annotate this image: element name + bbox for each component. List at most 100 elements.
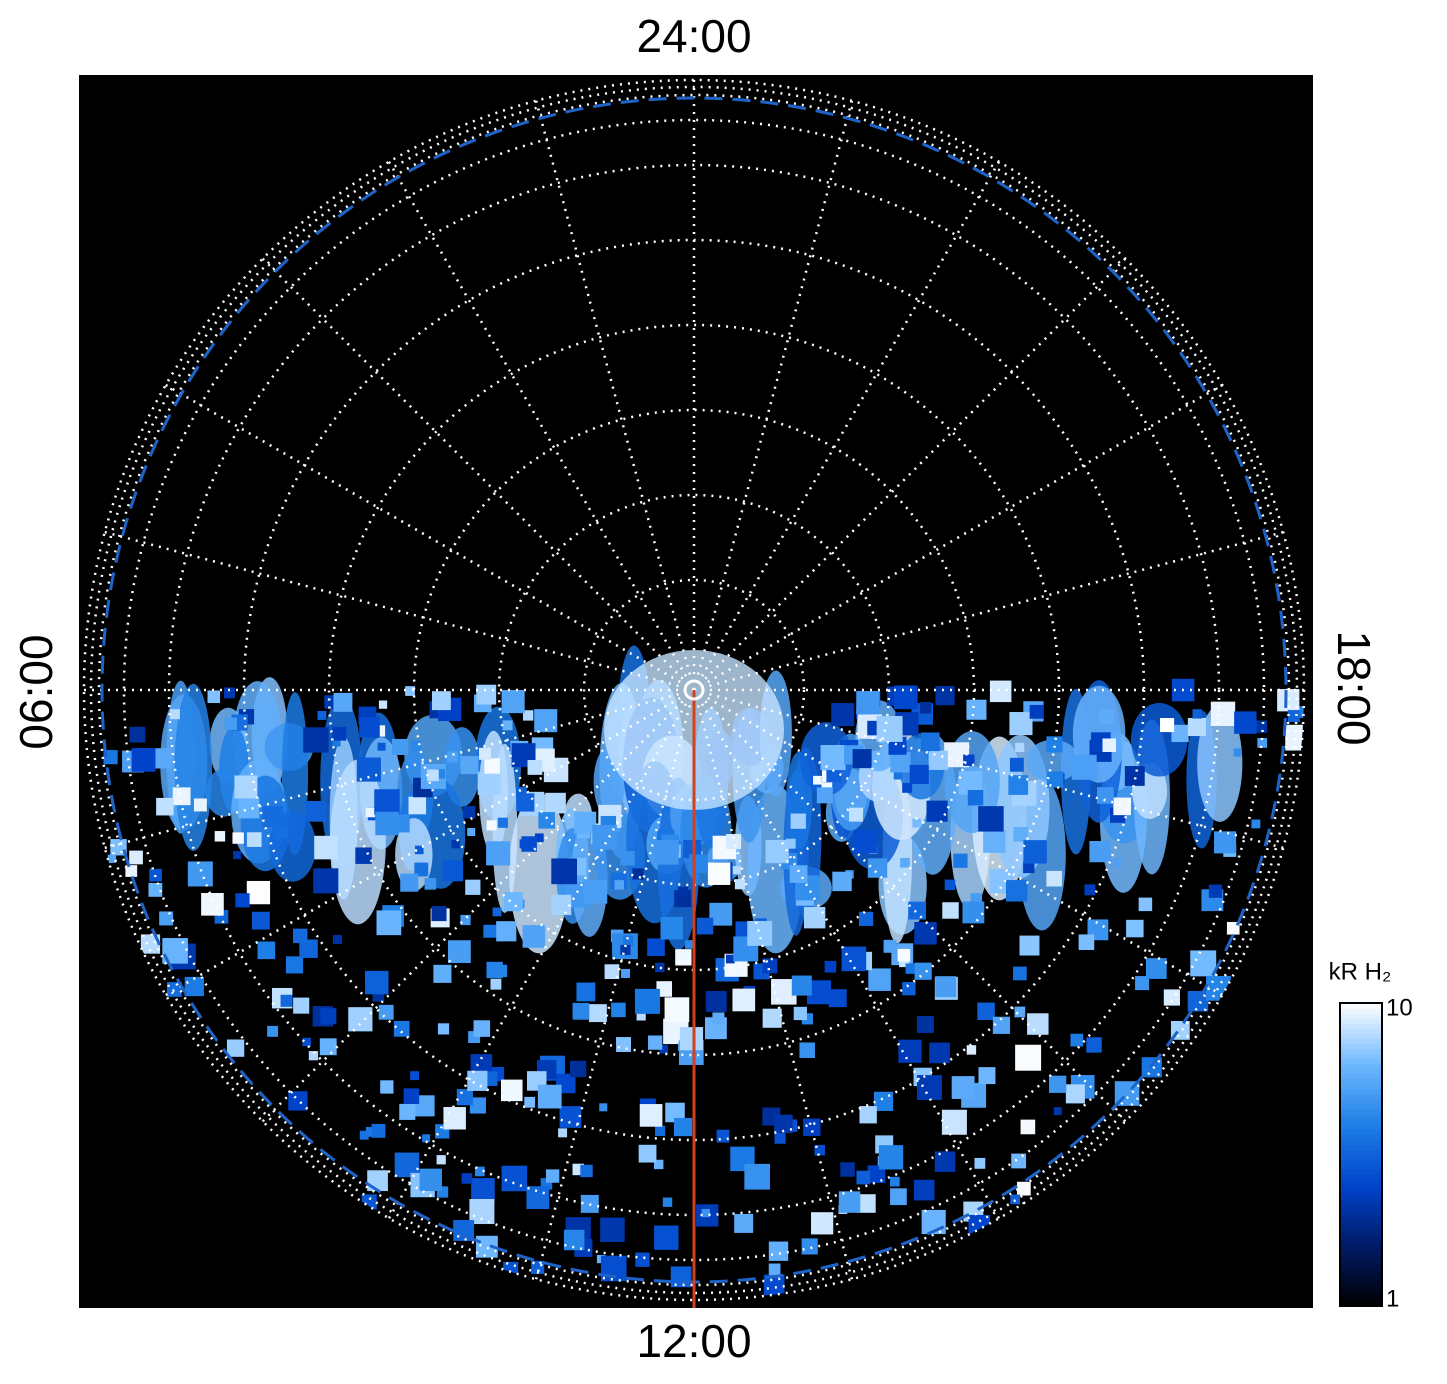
colorbar-tick-label: 10 <box>1386 994 1413 1021</box>
emission-pixel <box>675 949 692 966</box>
emission-pixel <box>424 877 437 890</box>
emission-pixel <box>944 879 956 891</box>
emission-pixel <box>1257 738 1268 748</box>
emission-pixel <box>1015 1044 1042 1071</box>
colorbar-swatch <box>1340 1008 1382 1014</box>
emission-pixel <box>1009 757 1024 772</box>
emission-pixel <box>636 1011 646 1021</box>
emission-pixel <box>1287 710 1300 723</box>
emission-pixel <box>187 861 213 887</box>
emission-pixel <box>461 1173 473 1184</box>
emission-pixel <box>1020 1119 1036 1135</box>
emission-pixel <box>400 873 419 892</box>
emission-pixel <box>689 854 708 873</box>
emission-pixel <box>125 865 138 877</box>
emission-pixel <box>502 720 513 731</box>
emission-pixel <box>935 685 955 706</box>
colorbar-swatch <box>1340 1169 1382 1176</box>
emission-pixel <box>410 1071 420 1081</box>
latitude-circle <box>497 493 891 887</box>
emission-pixel <box>916 1016 934 1033</box>
colorbar-swatch <box>1340 1270 1382 1277</box>
emission-pixel <box>840 1162 855 1177</box>
emission-pixel <box>744 1163 771 1190</box>
emission-pixel <box>1013 966 1027 981</box>
emission-pixel <box>734 1213 754 1233</box>
emission-pixel <box>1049 1075 1067 1093</box>
emission-pixel <box>446 751 458 763</box>
emission-pixel <box>1046 870 1062 887</box>
emission-pixel <box>443 1107 466 1130</box>
emission-pixel <box>558 1128 568 1138</box>
emission-pixel <box>989 680 1012 703</box>
emission-pixel <box>501 690 525 714</box>
emission-pixel <box>172 787 191 806</box>
emission-pixel <box>447 940 471 964</box>
colorbar-swatch <box>1340 1003 1382 1009</box>
emission-pixel <box>1096 787 1114 804</box>
colorbar-swatch <box>1340 1184 1382 1191</box>
colorbar-swatch <box>1340 1230 1382 1236</box>
emission-pixel <box>348 1007 373 1032</box>
emission-pixel <box>620 851 635 866</box>
meridian-line <box>692 689 1001 1219</box>
emission-pixel <box>574 811 597 834</box>
emission-layer <box>103 645 1304 1296</box>
emission-pixel <box>791 975 812 996</box>
emission-pixel <box>572 1002 590 1020</box>
colorbar-swatch <box>1340 1260 1382 1267</box>
emission-pixel <box>365 807 376 818</box>
emission-pixel <box>313 868 339 894</box>
colorbar-swatch <box>1340 1290 1382 1297</box>
lt-label-top: 24:00 <box>636 10 751 62</box>
emission-pixel <box>660 916 683 940</box>
emission-pixel <box>545 792 566 814</box>
emission-pixel <box>583 879 608 904</box>
emission-pixel <box>1214 831 1237 854</box>
colorbar-swatch <box>1340 1134 1382 1140</box>
emission-pixel <box>654 1159 664 1170</box>
emission-pixel <box>705 990 727 1012</box>
emission-pixel <box>522 925 546 948</box>
emission-pixel <box>868 968 891 991</box>
emission-pixel <box>962 901 985 924</box>
emission-pixel <box>639 1104 663 1127</box>
lt-label-left: 06:00 <box>10 634 62 749</box>
emission-pixel <box>1102 738 1117 753</box>
emission-pixel <box>129 726 146 743</box>
emission-pixel <box>475 1235 498 1258</box>
emission-pixel <box>1010 1194 1020 1205</box>
emission-pixel <box>890 1188 907 1206</box>
emission-pixel <box>1138 897 1153 912</box>
emission-pixel <box>967 790 984 806</box>
colorbar-swatch <box>1340 1038 1382 1044</box>
emission-pixel <box>156 797 174 816</box>
emission-pixel <box>391 738 408 755</box>
emission-pixel <box>359 717 380 738</box>
emission-pixel <box>478 747 492 760</box>
emission-pixel <box>501 1165 528 1192</box>
colorbar-swatch <box>1340 1199 1382 1206</box>
emission-pixel <box>662 1197 673 1207</box>
emission-pixel <box>232 832 244 844</box>
colorbar-swatch <box>1340 1028 1382 1034</box>
emission-pixel <box>433 964 452 983</box>
emission-pixel <box>894 685 918 710</box>
emission-pixel <box>1029 704 1044 719</box>
colorbar-swatch <box>1340 1018 1382 1024</box>
emission-pixel <box>1254 720 1268 733</box>
emission-pixel <box>545 1169 560 1183</box>
emission-pixel <box>992 1016 1011 1034</box>
emission-pixel <box>559 1106 582 1128</box>
emission-pixel <box>1070 1033 1084 1047</box>
emission-pixel <box>908 901 927 920</box>
emission-pixel <box>486 820 497 831</box>
emission-pixel <box>377 742 386 751</box>
emission-pixel <box>293 928 308 944</box>
latitude-circle <box>89 85 1299 1295</box>
colorbar-swatch <box>1340 1154 1382 1161</box>
emission-pixel <box>813 775 822 785</box>
emission-pixel <box>129 850 143 865</box>
meridian-line <box>693 688 1223 997</box>
colorbar-swatch <box>1340 1220 1382 1226</box>
